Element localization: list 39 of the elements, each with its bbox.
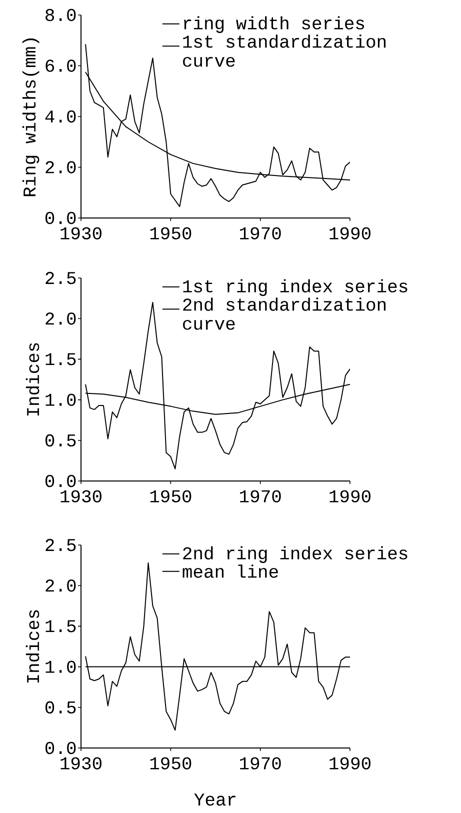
y-tick-label: 2.0 — [46, 312, 76, 325]
x-tick-label: 1990 — [330, 757, 370, 770]
x-tick-label: 1990 — [330, 227, 370, 240]
legend-label: 2nd standardization curve — [183, 298, 386, 330]
legend-label: 1st standardization curve — [183, 34, 386, 67]
y-tick-label: 0.5 — [45, 701, 76, 714]
y-tick-label: 1.0 — [46, 394, 76, 406]
y-tick-label: 1.5 — [46, 620, 76, 632]
x-tick-label: 1930 — [60, 227, 102, 240]
y-tick-label: 2.0 — [46, 579, 76, 592]
x-tick-label: 1950 — [150, 227, 192, 240]
x-axis-title: Year — [194, 794, 236, 806]
legend-label: mean line — [182, 564, 278, 578]
y-tick-label: 6.0 — [46, 60, 76, 72]
legend-label: 1st ring index series — [183, 279, 408, 296]
y-tick-label: 0.0 — [45, 742, 76, 754]
y-tick-label: 1.0 — [46, 660, 76, 673]
y-axis-title: Indices — [26, 610, 40, 683]
y-tick-label: 2.0 — [46, 161, 76, 174]
y-tick-label: 0.0 — [45, 212, 76, 224]
x-tick-label: 1970 — [240, 490, 281, 502]
y-tick-label: 2.5 — [46, 272, 76, 284]
y-tick-label: 0.5 — [45, 434, 76, 447]
x-tick-label: 1970 — [240, 227, 281, 240]
legend-label: ring width series — [184, 16, 364, 33]
x-tick-label: 1990 — [330, 490, 370, 502]
x-tick-label: 1970 — [240, 757, 281, 770]
x-tick-label: 1950 — [150, 490, 192, 502]
y-axis-title: Ring widths(mm) — [22, 38, 40, 196]
y-tick-label: 0.0 — [45, 474, 76, 488]
y-tick-label: 4.0 — [45, 110, 76, 123]
y-tick-label: 8.0 — [46, 8, 76, 22]
x-tick-label: 1930 — [60, 757, 102, 770]
legend-label: 2nd ring index series — [183, 546, 408, 563]
y-tick-label: 1.5 — [46, 353, 76, 366]
y-axis-title: Indices — [26, 343, 40, 416]
x-tick-label: 1950 — [150, 757, 192, 770]
x-tick-label: 1930 — [60, 490, 102, 502]
y-tick-label: 2.5 — [46, 538, 76, 552]
